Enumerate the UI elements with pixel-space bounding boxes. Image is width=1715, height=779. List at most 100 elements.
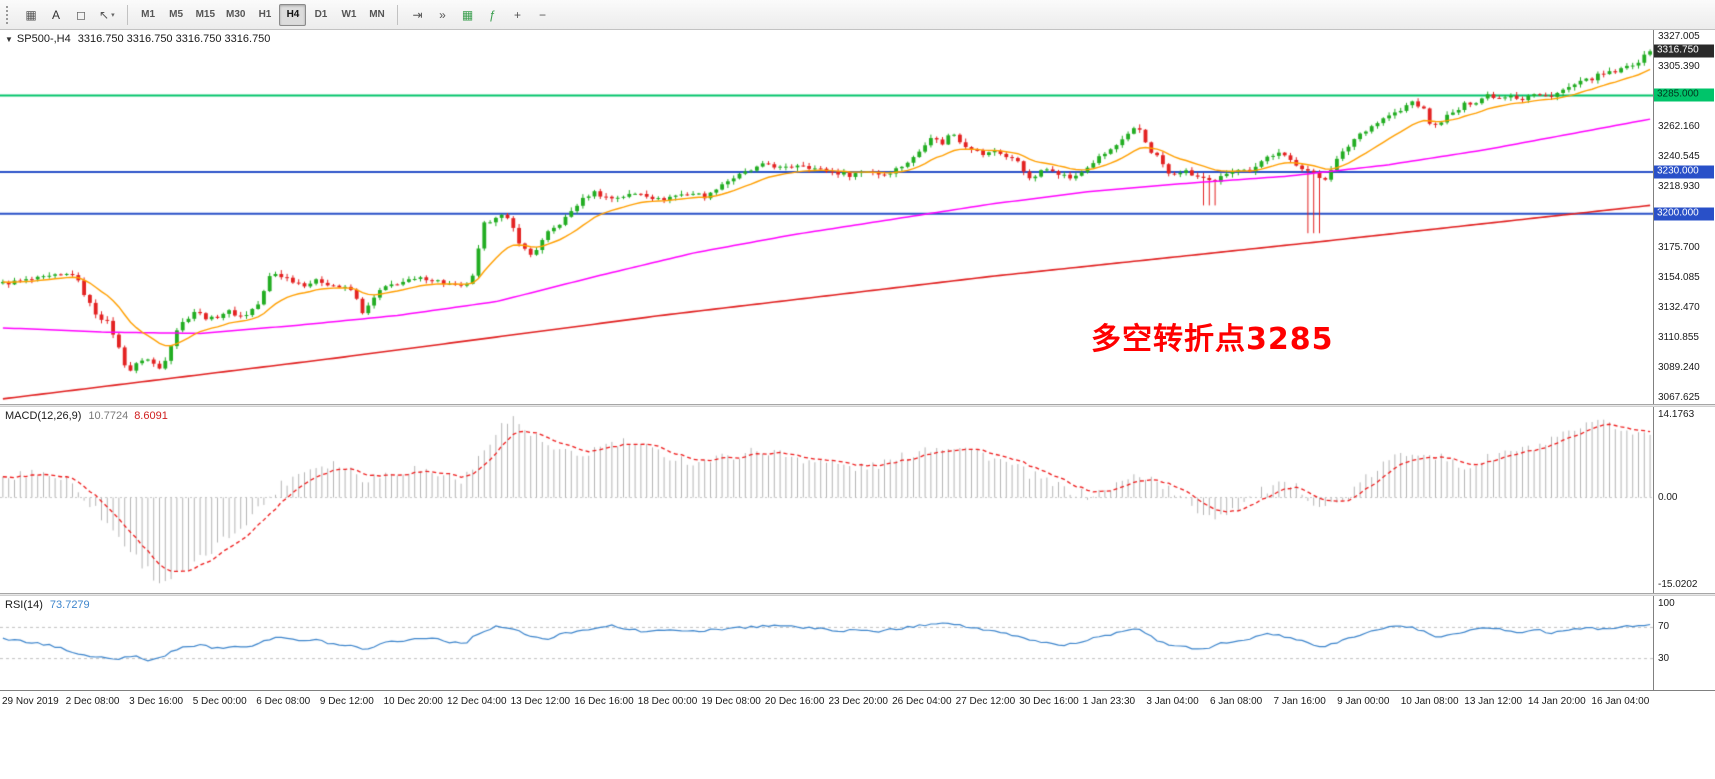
shapes-tool-button[interactable]: ◻ <box>69 4 93 26</box>
indicators-list-button[interactable]: ƒ <box>480 4 504 26</box>
rsi-panel: RSI(14) 73.7279 100 70 30 <box>0 596 1715 690</box>
price-plot[interactable]: ▼ SP500-,H4 3316.750 3316.750 3316.750 331… <box>0 30 1653 404</box>
zoom-out-button[interactable]: − <box>530 4 554 26</box>
time-axis-label: 3 Jan 04:00 <box>1146 696 1199 707</box>
caret-down-icon: ▾ <box>111 11 115 19</box>
timeframe-button-m5[interactable]: M5 <box>163 4 190 26</box>
current-price-tag: 3316.750 <box>1654 44 1714 58</box>
timeframe-button-mn[interactable]: MN <box>363 4 390 26</box>
macd-value-main: 10.7724 <box>88 410 129 422</box>
timeframe-button-d1[interactable]: D1 <box>307 4 334 26</box>
timeframe-button-m30[interactable]: M30 <box>221 4 250 26</box>
chart-title: ▼ SP500-,H4 3316.750 3316.750 3316.750 331… <box>5 33 270 45</box>
price-axis-label: 3327.005 <box>1658 31 1700 42</box>
time-axis-label: 29 Nov 2019 <box>2 696 59 707</box>
toolbar-grip[interactable] <box>6 5 13 24</box>
time-axis-label: 19 Dec 08:00 <box>701 696 761 707</box>
time-axis-label: 13 Dec 12:00 <box>510 696 571 707</box>
chart-dropdown-caret-icon[interactable]: ▼ <box>5 35 13 44</box>
price-axis-label: 3154.085 <box>1658 271 1700 283</box>
time-axis-label: 10 Jan 08:00 <box>1400 696 1459 707</box>
text-label-tool-icon: A <box>51 7 60 22</box>
time-axis-label: 26 Dec 04:00 <box>892 696 952 707</box>
timeframe-button-h1[interactable]: H1 <box>251 4 278 26</box>
toolbar-tools-left: ▦ A ◻ ↖ ▾ <box>19 4 120 26</box>
level-price-tag: 3200.000 <box>1654 207 1714 221</box>
chart-ohlc: 3316.750 3316.750 3316.750 3316.750 <box>77 33 271 45</box>
macd-plot[interactable]: MACD(12,26,9) 10.7724 8.6091 <box>0 407 1653 593</box>
time-axis-label: 18 Dec 00:00 <box>637 696 698 707</box>
timeframe-button-m15[interactable]: M15 <box>191 4 220 26</box>
toolbar-tools-right: ⇥ » ▦ ƒ + − <box>405 4 554 26</box>
time-axis-label: 2 Dec 08:00 <box>65 696 120 707</box>
price-axis-label: 3218.930 <box>1658 181 1700 193</box>
price-axis-label: 3110.855 <box>1658 331 1699 343</box>
time-axis-label: 10 Dec 20:00 <box>383 696 443 707</box>
chart-shift-button[interactable]: ⇥ <box>405 4 429 26</box>
panel-separator[interactable] <box>0 404 1715 407</box>
windows-tile-icon: ▦ <box>25 7 37 22</box>
macd-axis-label: 0.00 <box>1658 491 1678 503</box>
macd-label: MACD(12,26,9) 10.7724 8.6091 <box>5 410 168 422</box>
time-axis-label: 16 Jan 04:00 <box>1591 696 1650 707</box>
macd-axis-label: -15.0202 <box>1658 579 1698 590</box>
macd-axis[interactable]: 14.1763 0.00 -15.0202 <box>1653 407 1715 593</box>
macd-axis-label: 14.1763 <box>1658 409 1695 420</box>
time-axis-label: 3 Dec 16:00 <box>129 696 184 707</box>
timeframe-button-m1[interactable]: M1 <box>135 4 162 26</box>
time-axis-label: 20 Dec 16:00 <box>764 696 825 707</box>
auto-scroll-button[interactable]: » <box>430 4 454 26</box>
price-panel: ▼ SP500-,H4 3316.750 3316.750 3316.750 331… <box>0 30 1715 404</box>
indicators-list-icon: ƒ <box>489 7 496 22</box>
zoom-out-icon: − <box>538 7 546 22</box>
level-price-tag: 3230.000 <box>1654 165 1714 179</box>
time-axis-label: 16 Dec 16:00 <box>574 696 634 707</box>
timeframe-group: M1 M5 M15 M30 H1 H4 D1 W1 MN <box>135 3 391 26</box>
price-axis-label: 3175.700 <box>1658 241 1700 253</box>
rsi-axis[interactable]: 100 70 30 <box>1653 596 1715 690</box>
rsi-axis-label: 30 <box>1658 652 1670 664</box>
rsi-value: 73.7279 <box>49 599 90 611</box>
price-axis-label: 3132.470 <box>1658 301 1700 313</box>
arrows-tool-button[interactable]: ↖ ▾ <box>94 4 120 26</box>
rsi-name: RSI(14) <box>5 599 43 611</box>
time-axis-label: 12 Dec 04:00 <box>447 696 507 707</box>
price-chart-canvas[interactable] <box>0 30 1653 404</box>
timeframe-button-w1[interactable]: W1 <box>335 4 362 26</box>
time-axis-label: 13 Jan 12:00 <box>1464 696 1523 707</box>
macd-value-signal: 8.6091 <box>134 410 168 422</box>
windows-tile-button[interactable]: ▦ <box>19 4 43 26</box>
level-price-tag: 3285.000 <box>1654 88 1714 102</box>
time-axis-label: 6 Dec 08:00 <box>256 696 311 707</box>
timeframe-button-h4[interactable]: H4 <box>279 3 307 26</box>
macd-name: MACD(12,26,9) <box>5 410 82 422</box>
price-axis-label: 3305.390 <box>1658 61 1700 73</box>
chart-shift-icon: ⇥ <box>412 7 423 22</box>
time-axis-label: 27 Dec 12:00 <box>955 696 1016 707</box>
shapes-tool-icon: ◻ <box>76 7 86 22</box>
rsi-plot[interactable]: RSI(14) 73.7279 <box>0 596 1653 690</box>
toolbar: ▦ A ◻ ↖ ▾ M1 M5 M15 M30 H1 H4 D1 W1 MN ⇥ » ▦ ƒ + − <box>0 0 1715 30</box>
time-axis[interactable]: 29 Nov 2019 2 Dec 08:00 3 Dec 16:00 5 Dec 0… <box>0 690 1715 711</box>
time-axis-label: 14 Jan 20:00 <box>1527 696 1586 707</box>
auto-scroll-icon: » <box>439 7 446 22</box>
zoom-in-icon: + <box>513 7 521 22</box>
grid-toggle-button[interactable]: ▦ <box>455 4 479 26</box>
macd-panel: MACD(12,26,9) 10.7724 8.6091 14.1763 0.00 -1… <box>0 407 1715 593</box>
time-axis-label: 30 Dec 16:00 <box>1019 696 1079 707</box>
price-axis[interactable]: 3327.0053305.3903283.7753262.1603240.545… <box>1653 30 1715 404</box>
chart-annotation: 多空转折点3285 <box>1090 322 1334 358</box>
zoom-in-button[interactable]: + <box>505 4 529 26</box>
text-label-tool-button[interactable]: A <box>44 4 68 26</box>
rsi-axis-label: 70 <box>1658 621 1670 633</box>
panel-separator[interactable] <box>0 593 1715 596</box>
price-axis-label: 3089.240 <box>1658 361 1700 373</box>
price-axis-label: 3067.625 <box>1658 392 1700 403</box>
arrows-tool-icon: ↖ <box>99 7 110 22</box>
price-axis-label: 3240.545 <box>1658 151 1700 163</box>
toolbar-separator <box>126 4 128 25</box>
macd-indicator-canvas[interactable] <box>0 407 1653 593</box>
time-axis-label: 7 Jan 16:00 <box>1273 696 1326 707</box>
rsi-indicator-canvas[interactable] <box>0 596 1653 690</box>
price-axis-label: 3262.160 <box>1658 121 1700 133</box>
